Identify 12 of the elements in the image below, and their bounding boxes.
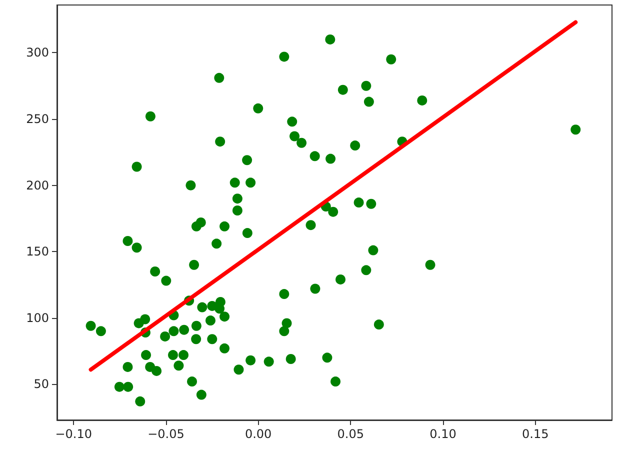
y-tick-label: 100 xyxy=(26,310,49,325)
x-tick-label: −0.05 xyxy=(148,427,184,441)
y-tick-label: 300 xyxy=(26,46,49,60)
y-tick-label: 50 xyxy=(34,377,49,392)
x-tick-label: 0.00 xyxy=(244,427,272,441)
y-tick-label: 200 xyxy=(26,178,49,192)
x-tick-label: −0.10 xyxy=(55,427,92,441)
x-tick-label: 0.05 xyxy=(337,427,364,441)
x-tick-label: 0.10 xyxy=(430,427,456,441)
y-tick-label: 250 xyxy=(26,112,49,126)
y-tick-label: 150 xyxy=(26,244,49,259)
x-tick-label: 0.15 xyxy=(522,427,549,441)
